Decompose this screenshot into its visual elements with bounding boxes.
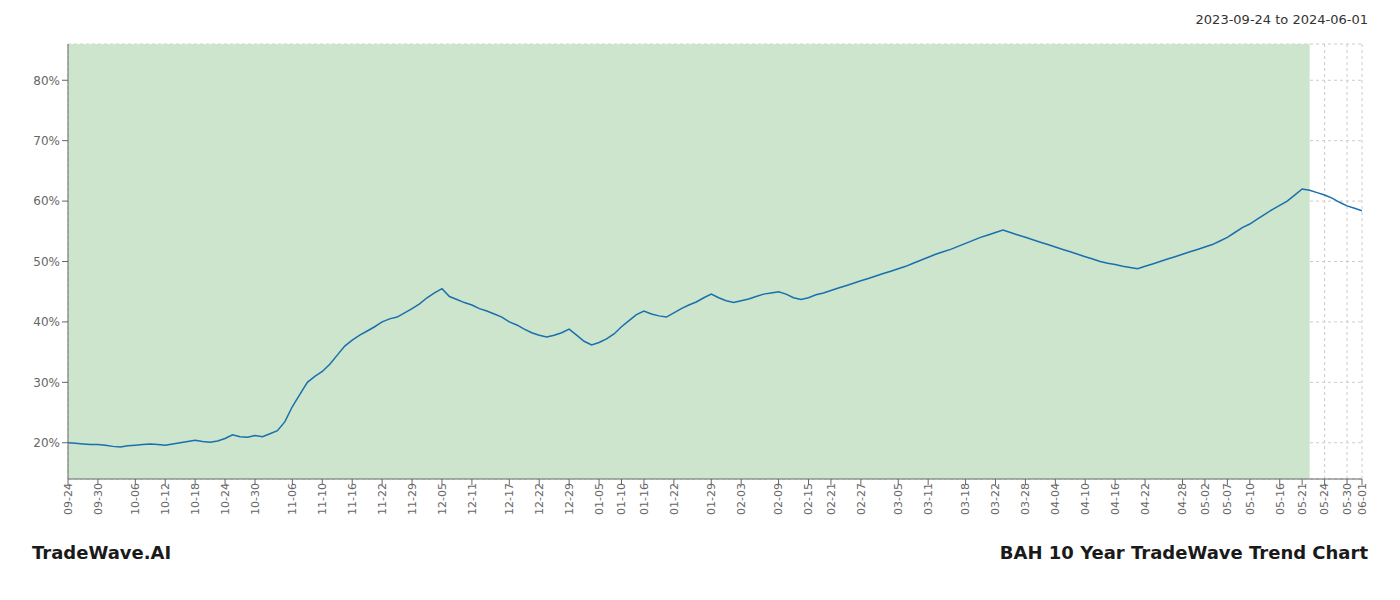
svg-text:01-05: 01-05	[593, 483, 606, 515]
html-text:2023-09-24 to 2024-06-01: 2023-09-24 to 2024-06-01	[1195, 12, 1368, 27]
svg-text:02-21: 02-21	[825, 483, 838, 515]
svg-text:04-28: 04-28	[1176, 483, 1189, 515]
svg-text:01-22: 01-22	[668, 483, 681, 515]
svg-text:03-05: 03-05	[892, 483, 905, 515]
svg-text:12-29: 12-29	[563, 483, 576, 515]
svg-text:05-07: 05-07	[1221, 483, 1234, 515]
svg-text:12-05: 12-05	[436, 483, 449, 515]
svg-text:12-17: 12-17	[503, 483, 516, 515]
svg-text:10-24: 10-24	[219, 483, 232, 515]
svg-text:11-22: 11-22	[376, 483, 389, 515]
svg-text:05-10: 05-10	[1244, 483, 1257, 515]
svg-text:12-11: 12-11	[466, 483, 479, 515]
svg-text:30%: 30%	[33, 376, 60, 390]
svg-text:10-30: 10-30	[249, 483, 262, 515]
svg-text:03-28: 03-28	[1019, 483, 1032, 515]
svg-text:02-03: 02-03	[735, 483, 748, 515]
svg-text:06-01: 06-01	[1356, 483, 1369, 515]
svg-text:11-29: 11-29	[406, 483, 419, 515]
svg-text:09-30: 09-30	[92, 483, 105, 515]
svg-text:05-30: 05-30	[1341, 483, 1354, 515]
svg-text:10-18: 10-18	[189, 483, 202, 515]
svg-text:01-29: 01-29	[705, 483, 718, 515]
svg-text:01-16: 01-16	[638, 483, 651, 515]
svg-text:01-10: 01-10	[615, 483, 628, 515]
svg-text:03-18: 03-18	[959, 483, 972, 515]
svg-text:02-09: 02-09	[772, 483, 785, 515]
svg-text:40%: 40%	[33, 315, 60, 329]
svg-text:11-06: 11-06	[286, 483, 299, 515]
svg-text:05-16: 05-16	[1274, 483, 1287, 515]
svg-text:02-27: 02-27	[855, 483, 868, 515]
svg-text:50%: 50%	[33, 255, 60, 269]
svg-text:05-02: 05-02	[1199, 483, 1212, 515]
svg-text:03-11: 03-11	[922, 483, 935, 515]
html-text:BAH 10 Year TradeWave Trend Ch: BAH 10 Year TradeWave Trend Chart	[999, 542, 1368, 563]
html-text:TradeWave.AI: TradeWave.AI	[32, 542, 172, 563]
svg-text:04-16: 04-16	[1109, 483, 1122, 515]
svg-text:11-16: 11-16	[346, 483, 359, 515]
svg-text:11-10: 11-10	[316, 483, 329, 515]
svg-text:12-22: 12-22	[533, 483, 546, 515]
svg-text:04-22: 04-22	[1139, 483, 1152, 515]
svg-text:05-24: 05-24	[1318, 483, 1331, 515]
svg-text:04-10: 04-10	[1079, 483, 1092, 515]
svg-text:10-12: 10-12	[159, 483, 172, 515]
svg-text:60%: 60%	[33, 194, 60, 208]
svg-text:05-21: 05-21	[1296, 483, 1309, 515]
svg-text:70%: 70%	[33, 134, 60, 148]
svg-text:20%: 20%	[33, 436, 60, 450]
svg-text:02-15: 02-15	[802, 483, 815, 515]
svg-text:09-24: 09-24	[62, 483, 75, 515]
svg-text:80%: 80%	[33, 74, 60, 88]
svg-text:03-22: 03-22	[989, 483, 1002, 515]
svg-text:04-04: 04-04	[1049, 483, 1062, 515]
svg-text:10-06: 10-06	[129, 483, 142, 515]
